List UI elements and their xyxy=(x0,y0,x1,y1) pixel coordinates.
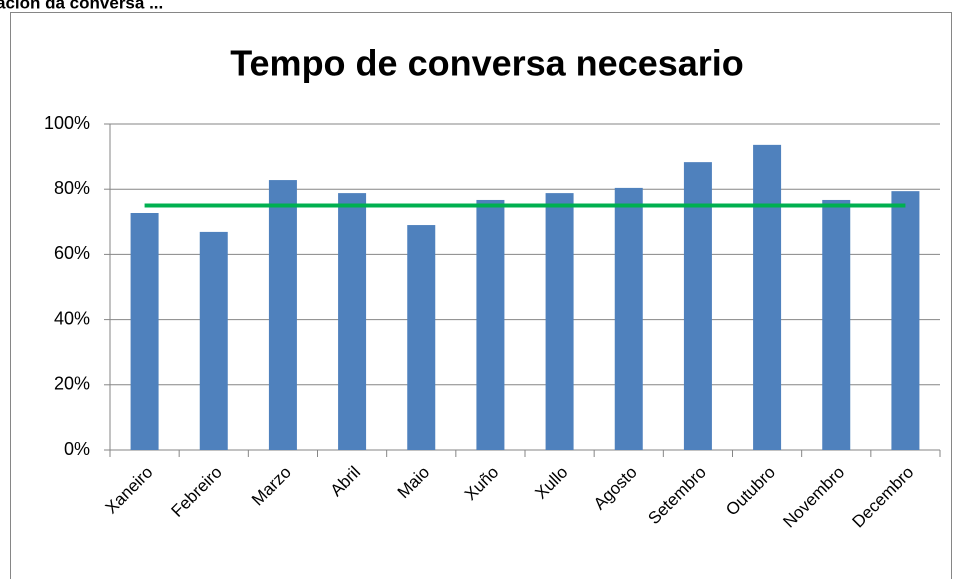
chart-title: Tempo de conversa necesario xyxy=(230,43,744,84)
bar xyxy=(614,187,643,450)
caption: ación da conversa ... xyxy=(0,0,163,12)
bar xyxy=(407,225,436,450)
bar xyxy=(338,193,367,450)
bar xyxy=(891,191,920,450)
bar xyxy=(476,199,505,450)
bar xyxy=(683,162,712,450)
y-tick-label: 0% xyxy=(64,439,90,459)
bar xyxy=(268,180,297,450)
y-tick-label: 40% xyxy=(54,308,90,328)
y-tick-label: 80% xyxy=(54,178,90,198)
y-tick-label: 20% xyxy=(54,374,90,394)
y-tick-label: 100% xyxy=(44,113,90,133)
y-tick-label: 60% xyxy=(54,243,90,263)
bar xyxy=(753,144,782,450)
bar xyxy=(199,231,228,450)
bar xyxy=(545,193,574,450)
bar xyxy=(822,199,851,450)
bar xyxy=(130,212,159,450)
